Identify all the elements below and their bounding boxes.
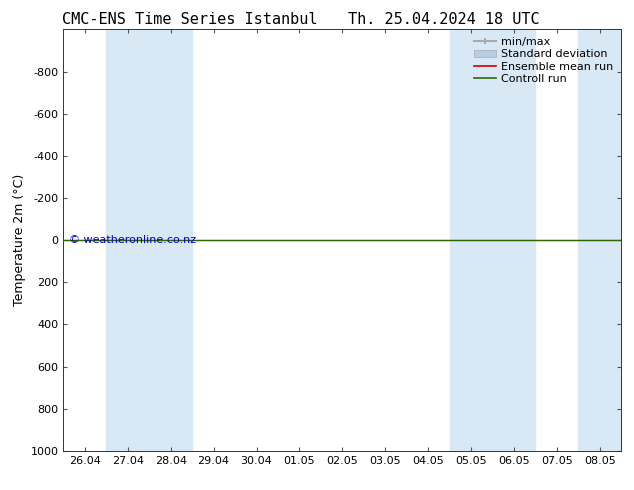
Text: © weatheronline.co.nz: © weatheronline.co.nz (69, 235, 196, 245)
Bar (450, 29, 536, 451)
Bar (578, 29, 621, 451)
Legend: min/max, Standard deviation, Ensemble mean run, Controll run: min/max, Standard deviation, Ensemble me… (471, 35, 616, 86)
Bar (107, 29, 192, 451)
Y-axis label: Temperature 2m (°C): Temperature 2m (°C) (13, 174, 27, 306)
Text: Th. 25.04.2024 18 UTC: Th. 25.04.2024 18 UTC (348, 12, 540, 27)
Text: CMC-ENS Time Series Istanbul: CMC-ENS Time Series Istanbul (63, 12, 318, 27)
